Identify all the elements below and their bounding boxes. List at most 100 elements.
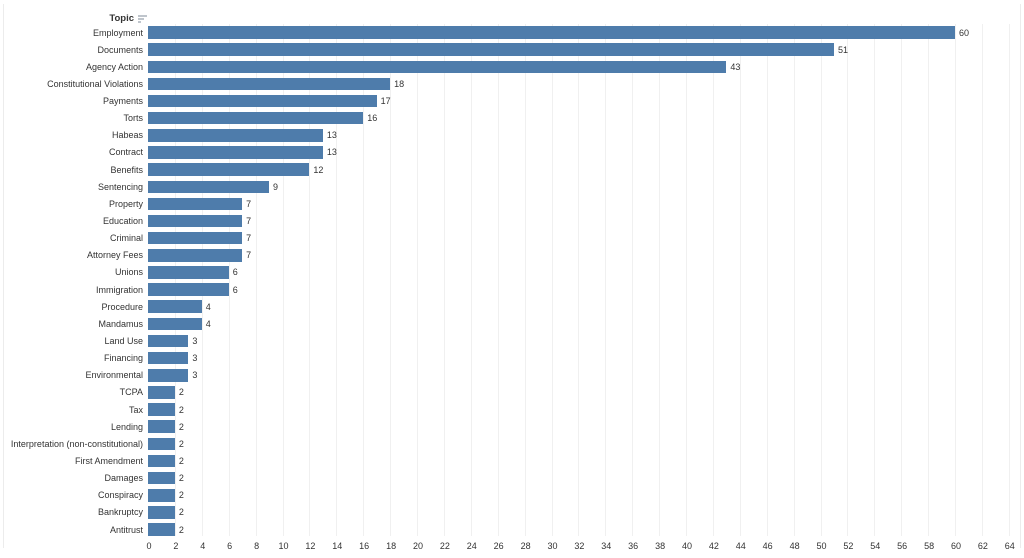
x-axis-tick-label: 30 [547,541,558,551]
table-row: Antitrust 2 [0,523,1024,536]
table-row: Constitutional Violations 18 [0,77,1024,91]
category-label[interactable]: Attorney Fees [86,250,143,261]
bar[interactable] [148,283,229,296]
bar[interactable] [148,60,727,74]
bar[interactable] [148,334,189,348]
bar[interactable] [148,111,364,125]
bar[interactable] [148,523,175,536]
category-label[interactable]: Property [108,198,143,209]
category-label[interactable]: Procedure [101,301,143,312]
bar[interactable] [148,351,189,365]
table-row: Procedure 4 [0,300,1024,313]
category-label[interactable]: Financing [103,353,143,364]
x-axis-tick-label: 64 [1004,541,1015,551]
category-label[interactable]: Habeas [111,130,143,141]
gridline [282,24,284,536]
column-header: Topic [0,12,148,25]
gridline [551,24,553,536]
bar[interactable] [148,437,175,451]
column-header-label[interactable]: Topic [109,13,134,24]
bar[interactable] [148,214,243,228]
category-label[interactable]: Torts [123,113,143,124]
category-label[interactable]: Damages [104,473,143,484]
bar[interactable] [148,266,229,279]
bar[interactable] [148,26,955,39]
category-label[interactable]: Criminal [109,233,143,244]
table-row: Tax 2 [0,403,1024,416]
category-label[interactable]: TCPA [119,387,143,398]
bar[interactable] [148,403,175,416]
gridline [739,24,741,536]
category-label[interactable]: Agency Action [85,61,143,72]
x-axis-tick-label: 8 [254,541,260,551]
category-label[interactable]: Land Use [104,336,143,347]
sort-descending-icon[interactable] [138,14,148,23]
bar[interactable] [148,197,243,211]
x-axis-tick-label: 58 [924,541,935,551]
category-label[interactable]: Tax [128,404,143,415]
x-axis-tick-label: 54 [870,541,881,551]
x-axis-tick-label: 52 [843,541,854,551]
category-label[interactable]: First Amendment [74,456,143,466]
bar[interactable] [148,231,243,245]
value-label: 3 [192,336,198,347]
x-axis-tick-label: 62 [977,541,988,551]
value-label: 2 [178,387,184,398]
category-label[interactable]: Constitutional Violations [47,78,143,89]
value-label: 13 [326,130,337,141]
bar[interactable] [148,43,834,56]
table-row: Agency Action 43 [0,60,1024,74]
bar[interactable] [148,489,175,502]
bar[interactable] [148,249,243,262]
category-label[interactable]: Sentencing [97,181,143,192]
value-label: 2 [178,456,184,466]
x-axis-tick-label: 14 [332,541,343,551]
value-label: 12 [313,164,324,175]
bar[interactable] [148,180,270,193]
value-label: 7 [246,198,252,209]
category-label[interactable]: Education [102,216,143,227]
gridline [470,24,472,536]
table-row: Financing 3 [0,351,1024,365]
value-label: 13 [326,147,337,158]
category-label[interactable]: Payments [102,96,143,107]
bar[interactable] [148,317,202,331]
value-label: 18 [394,78,405,89]
category-label[interactable]: Employment [92,27,143,38]
category-label[interactable]: Lending [110,421,143,432]
bar[interactable] [148,369,189,382]
x-axis-tick-label: 32 [574,541,585,551]
bar[interactable] [148,471,175,485]
bar[interactable] [148,506,175,519]
category-label[interactable]: Mandamus [98,318,143,329]
bar[interactable] [148,129,323,142]
x-axis-tick-label: 44 [735,541,746,551]
category-label[interactable]: Conspiracy [97,490,143,501]
value-label: 6 [232,267,238,278]
x-axis-tick-label: 28 [520,541,531,551]
category-label[interactable]: Bankruptcy [97,507,143,518]
category-label[interactable]: Contract [108,147,143,158]
bar[interactable] [148,300,202,313]
table-row: Damages 2 [0,471,1024,485]
x-axis-tick-label: 42 [708,541,719,551]
category-label[interactable]: Immigration [95,284,143,295]
bar[interactable] [148,146,323,159]
category-label[interactable]: Documents [97,44,143,55]
category-label[interactable]: Interpretation (non-constitutional) [10,438,143,449]
x-axis-tick-label: 38 [655,541,666,551]
x-axis-tick-label: 48 [789,541,800,551]
category-label[interactable]: Unions [114,267,143,278]
bar[interactable] [148,420,175,433]
x-axis-tick-label: 36 [628,541,639,551]
bar[interactable] [148,163,310,176]
x-axis-tick-label: 4 [200,541,206,551]
bar[interactable] [148,454,175,468]
category-label[interactable]: Antitrust [109,524,143,535]
bar[interactable] [148,77,391,91]
right-border [1020,4,1021,548]
category-label[interactable]: Benefits [110,164,143,175]
bar[interactable] [148,386,175,399]
bar[interactable] [148,94,377,108]
category-label[interactable]: Environmental [85,370,143,381]
